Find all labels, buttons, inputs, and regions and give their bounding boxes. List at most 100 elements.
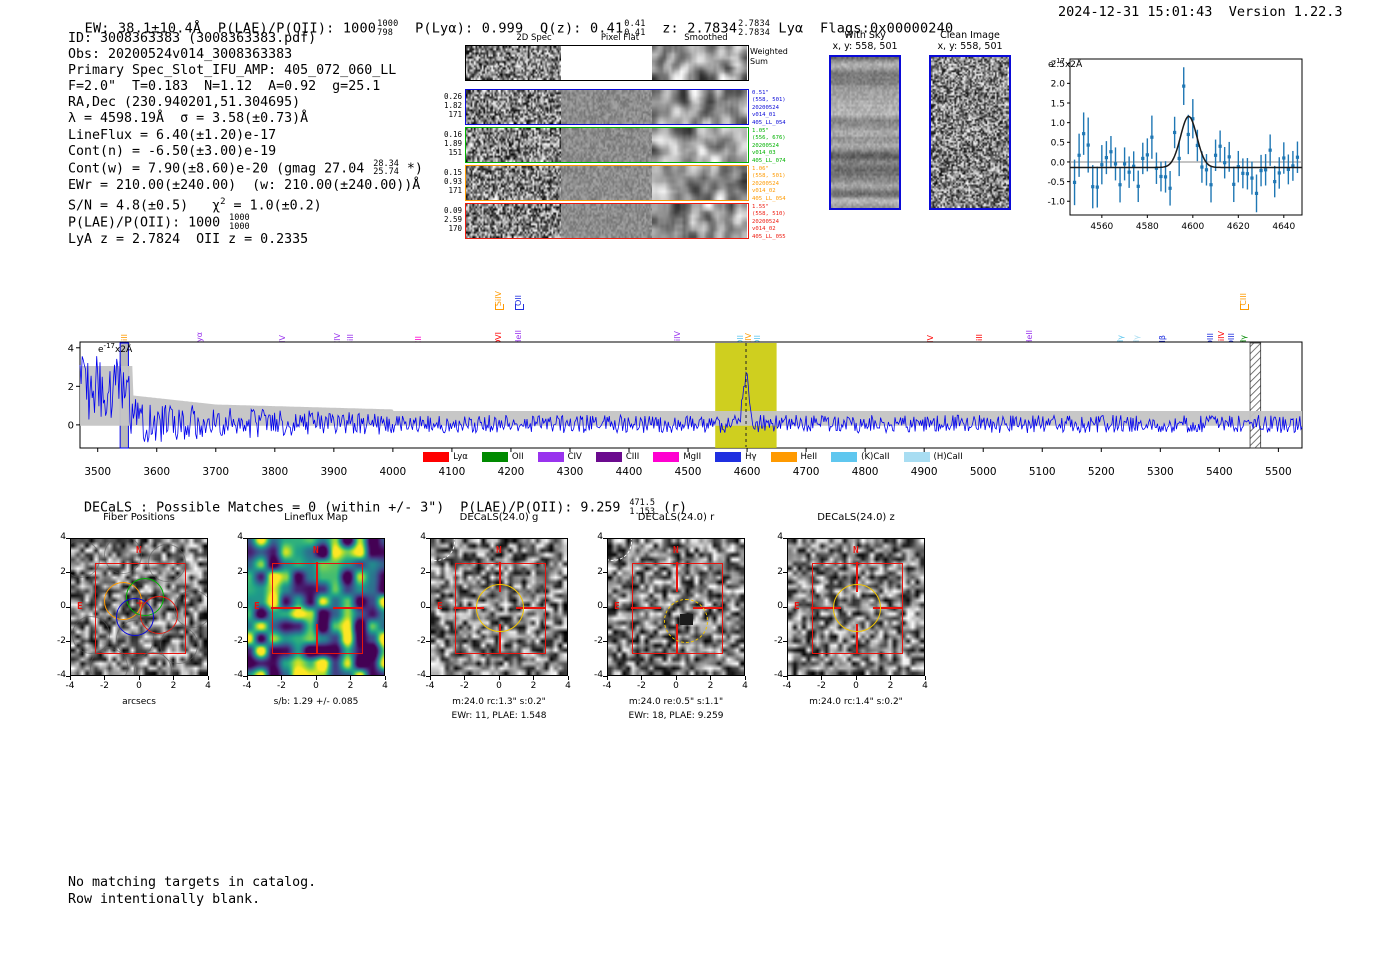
cutout-xtick-mark xyxy=(567,676,569,680)
cutout-xtick-mark xyxy=(138,676,140,680)
spectrum-xtick: 5200 xyxy=(1087,466,1115,478)
spectrum-xtick: 4500 xyxy=(674,466,702,478)
spectrum-xtick: 3700 xyxy=(202,466,230,478)
spectrum-xtick: 3800 xyxy=(261,466,289,478)
cutout-xtick: 4 xyxy=(742,681,748,691)
crosshair-arm xyxy=(271,607,301,609)
cutout-ytick: 4 xyxy=(60,532,66,542)
cutout-xtick: -4 xyxy=(65,681,75,691)
cutout-caption: arcsecs xyxy=(122,697,156,707)
cutout-ytick: 0 xyxy=(60,601,66,611)
spectrum-xtick: 5300 xyxy=(1146,466,1174,478)
clean-image xyxy=(929,55,1011,210)
fiber-2dspec xyxy=(466,166,561,200)
info-sn: S/N = 4.8(±0.5) χ2 = 1.0(±0.2) xyxy=(68,196,322,214)
cutout-ytick: -4 xyxy=(417,670,426,680)
info-cont-w: Cont(w) = 7.90(±8.60)e-20 (gmag 27.04 28… xyxy=(68,158,423,178)
cutout-ytick-mark xyxy=(66,606,70,608)
edge-mask-circle xyxy=(431,539,455,561)
crosshair-arm xyxy=(454,607,484,609)
fiber-meta-3: v014_02 xyxy=(752,226,776,233)
cutout-xtick: 0 xyxy=(673,681,679,691)
cutout-title-1: Lineflux Map xyxy=(284,512,348,523)
spectrum-legend: Lyα OII CIV CIII MgII Hγ HeII (K)CaII (H)CaII xyxy=(40,446,1360,465)
line-marker-bracket xyxy=(494,304,504,310)
cutout-xtick-mark xyxy=(464,676,465,680)
cutout-ytick-mark xyxy=(66,675,70,677)
info-plae-range: 1000 1000 xyxy=(229,213,250,232)
header-z-kind: Lyα xyxy=(778,20,804,37)
fiber-meta-0: 1.05" xyxy=(752,128,769,134)
zoomplot-xtick: 4560 xyxy=(1090,222,1113,232)
direction-east: E xyxy=(437,601,443,612)
cutout-xtick-mark xyxy=(641,676,642,680)
direction-north: N xyxy=(673,545,679,556)
cutout-ytick: 4 xyxy=(237,532,243,542)
legend-swatch xyxy=(537,451,564,462)
fiber-meta-1: (558, 501) xyxy=(752,97,786,104)
cutout-xtick-mark xyxy=(69,676,71,680)
cutout-ytick-mark xyxy=(243,641,247,642)
cutout-ytick-mark xyxy=(66,572,70,573)
spectrum-xtick: 4100 xyxy=(438,466,466,478)
fiber-panel[interactable] xyxy=(465,127,749,163)
info-id: ID: 3008363383 (3008363383.pdf) xyxy=(68,31,317,46)
cutout-ytick-mark xyxy=(426,675,430,677)
fiber-meta-4: 405_LL_054 xyxy=(752,195,786,202)
info-radec: RA,Dec (230.940201,51.304695) xyxy=(68,95,301,111)
cutout-xtick: 2 xyxy=(347,681,354,691)
cutout-xtick: -2 xyxy=(460,681,469,691)
fiber-panel[interactable] xyxy=(465,89,749,125)
cutout-xtick: 0 xyxy=(853,681,859,691)
cutout-xtick: 0 xyxy=(136,681,142,691)
cutout-image-0[interactable]: N E + xyxy=(70,538,208,676)
fiber-panel[interactable] xyxy=(465,203,749,239)
direction-north: N xyxy=(496,545,502,556)
header-flags: Flags:0x00000240 xyxy=(820,20,954,37)
line-marker-bracket xyxy=(515,304,525,310)
cutout-ytick: -2 xyxy=(594,635,603,646)
aperture-circle-dashed xyxy=(664,599,708,643)
zoomplot-ytick: 0.0 xyxy=(1051,158,1066,168)
crosshair-arm xyxy=(676,562,678,592)
crosshair-arm xyxy=(516,607,546,609)
legend-swatch xyxy=(653,451,680,462)
cutout-ytick: 2 xyxy=(777,566,783,577)
decals-summary: DECaLS : Possible Matches = 0 (within +/… xyxy=(84,498,688,517)
fiber-stat-1: 1.82 xyxy=(443,101,462,110)
fiber-stat-0: 0.16 xyxy=(443,130,462,139)
fiber-grid-circle xyxy=(116,620,154,658)
legend-item: Hγ xyxy=(715,446,770,465)
fiber-panel[interactable] xyxy=(465,165,749,201)
legend-item: Lyα xyxy=(423,446,482,465)
fiber-meta-3: v014_03 xyxy=(752,150,776,157)
cutout-ytick: 4 xyxy=(597,532,603,542)
crosshair-arm xyxy=(693,607,723,609)
zoomplot-ytick: -0.5 xyxy=(1047,178,1065,188)
crosshair-arm xyxy=(499,562,501,592)
emission-line-plot: -1.0 -0.5 0.0 0.5 1.0 1.5 2.0 2.5 4560 4580 4600 46… xyxy=(1040,55,1305,232)
crosshair-arm xyxy=(499,624,501,654)
cutout-ytick: -2 xyxy=(774,635,783,646)
info-cont-n: Cont(n) = -6.50(±3.00)e-19 xyxy=(68,143,277,159)
header-plae-poii: P(LAE)/P(OII): 1000 xyxy=(217,20,377,37)
cutout-ytick-mark xyxy=(243,606,247,608)
footer-line-1: No matching targets in catalog. xyxy=(68,875,317,890)
crosshair-arm xyxy=(856,562,858,592)
direction-north: N xyxy=(853,545,859,556)
cutout-ytick-mark xyxy=(603,537,607,539)
cutout-xtick: -4 xyxy=(242,681,252,691)
zoomplot-xtick: 4580 xyxy=(1136,222,1159,232)
cutout-ytick-mark xyxy=(603,572,607,573)
cutout-xtick-mark xyxy=(384,676,386,680)
cutout-ytick-mark xyxy=(243,675,247,677)
cutout-ytick: 0 xyxy=(237,601,243,611)
cutout-ytick: -4 xyxy=(57,670,66,680)
cutout-ytick-mark xyxy=(426,641,430,642)
cutout-xtick-mark xyxy=(173,676,174,680)
cutout-ytick: -4 xyxy=(234,670,243,680)
